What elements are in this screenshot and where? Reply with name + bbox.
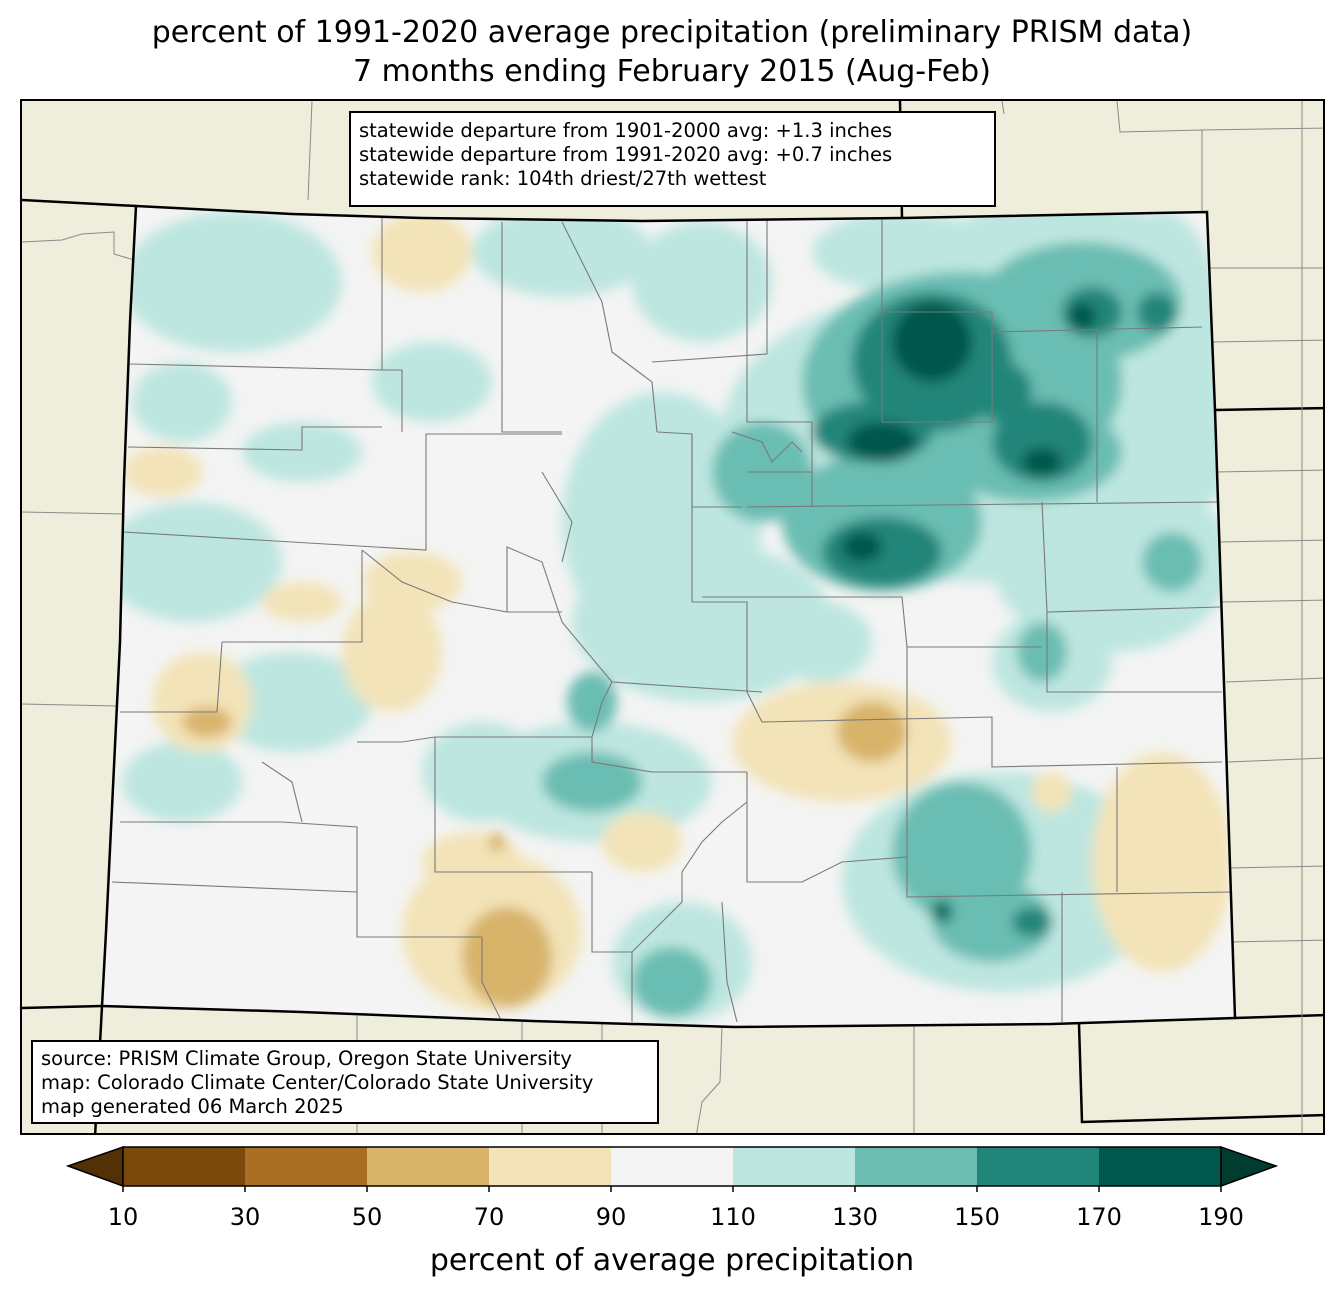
colorbar-segment [733,1147,856,1186]
colorbar-segment [367,1147,490,1186]
colorbar-segment [611,1147,734,1186]
map-title-line2: 7 months ending February 2015 (Aug-Feb) [353,54,991,89]
colorbar-tick-label: 190 [1198,1203,1244,1231]
colorbar-tick-label: 30 [229,1203,261,1231]
source-line2: map: Colorado Climate Center/Colorado St… [41,1071,594,1094]
colorbar-segment [245,1147,368,1186]
statewide-stats-box: statewide departure from 1901-2000 avg: … [349,111,996,207]
colorbar-tick-label: 90 [595,1203,627,1231]
source-line1: source: PRISM Climate Group, Oregon Stat… [41,1047,572,1070]
colorbar-segment [1099,1147,1222,1186]
source-line3: map generated 06 March 2025 [41,1095,344,1118]
colorado-precip-field [102,206,1235,1027]
colorbar-tick-label: 110 [710,1203,756,1231]
colorbar-tick-label: 130 [832,1203,878,1231]
colorbar-under-arrow [65,1145,124,1188]
colorbar-segment [123,1147,246,1186]
colorbar-over-arrow [1220,1145,1279,1188]
colorbar-tick-label: 150 [954,1203,1000,1231]
precipitation-map [22,101,1323,1133]
colorbar-segment [977,1147,1100,1186]
colorbar-frame [122,1146,1222,1187]
colorbar-tick-label: 10 [107,1203,139,1231]
colorbar-tick-label: 70 [473,1203,505,1231]
colorado-border [100,204,1237,1029]
colorbar-segment [489,1147,612,1186]
colorbar-segment [855,1147,978,1186]
colorbar-tick-label: 170 [1076,1203,1122,1231]
colorbar-label: percent of average precipitation [429,1243,915,1278]
colorbar [65,1145,1279,1192]
stats-line3: statewide rank: 104th driest/27th wettes… [359,167,767,190]
stats-line1: statewide departure from 1901-2000 avg: … [359,119,893,142]
source-credit-box: source: PRISM Climate Group, Oregon Stat… [31,1040,659,1124]
stats-line2: statewide departure from 1991-2020 avg: … [359,143,893,166]
colorbar-tick-label: 50 [351,1203,383,1231]
map-panel [20,99,1325,1135]
map-title-line1: percent of 1991-2020 average precipitati… [151,15,1193,50]
county-borders [111,217,1233,1023]
